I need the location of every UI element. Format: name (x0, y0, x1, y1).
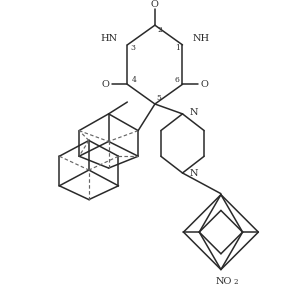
Text: HN: HN (100, 35, 117, 43)
Text: 1: 1 (175, 44, 180, 52)
Text: 2: 2 (157, 26, 162, 34)
Text: 5: 5 (156, 94, 161, 102)
Text: NO: NO (216, 277, 232, 286)
Text: O: O (151, 0, 159, 9)
Text: NH: NH (192, 35, 209, 43)
Text: N: N (190, 170, 198, 178)
Text: O: O (102, 80, 110, 89)
Text: 2: 2 (234, 278, 238, 286)
Text: 6: 6 (174, 76, 179, 84)
Text: 3: 3 (131, 44, 136, 52)
Text: N: N (190, 108, 198, 118)
Text: O: O (200, 80, 208, 89)
Text: 4: 4 (132, 76, 137, 84)
